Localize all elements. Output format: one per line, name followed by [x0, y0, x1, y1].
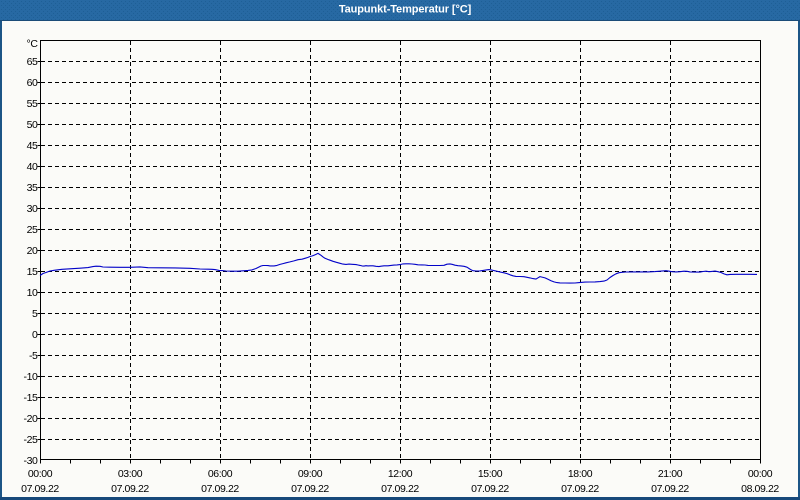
svg-text:07.09.22: 07.09.22 [291, 483, 329, 495]
svg-text:5: 5 [32, 308, 38, 320]
svg-text:09:00: 09:00 [298, 468, 323, 480]
svg-text:-5: -5 [29, 350, 38, 362]
svg-text:-10: -10 [24, 371, 39, 383]
svg-text:30: 30 [27, 203, 38, 215]
svg-text:25: 25 [27, 224, 38, 236]
svg-text:-20: -20 [24, 413, 39, 425]
svg-text:07.09.22: 07.09.22 [201, 483, 239, 495]
svg-text:-25: -25 [24, 434, 39, 446]
svg-text:03:00: 03:00 [118, 468, 143, 480]
svg-text:10: 10 [27, 287, 38, 299]
svg-text:55: 55 [27, 98, 38, 110]
svg-text:50: 50 [27, 119, 38, 131]
svg-text:07.09.22: 07.09.22 [651, 483, 689, 495]
svg-text:21:00: 21:00 [658, 468, 683, 480]
svg-text:35: 35 [27, 182, 38, 194]
svg-text:-15: -15 [24, 392, 39, 404]
svg-text:07.09.22: 07.09.22 [21, 483, 59, 495]
svg-text:15: 15 [27, 266, 38, 278]
svg-text:07.09.22: 07.09.22 [471, 483, 509, 495]
svg-text:07.09.22: 07.09.22 [381, 483, 419, 495]
svg-text:0: 0 [32, 329, 38, 341]
svg-text:18:00: 18:00 [568, 468, 593, 480]
svg-text:°C: °C [27, 38, 39, 50]
svg-text:60: 60 [27, 77, 38, 89]
svg-text:12:00: 12:00 [388, 468, 413, 480]
svg-text:07.09.22: 07.09.22 [561, 483, 599, 495]
svg-text:20: 20 [27, 245, 38, 257]
svg-text:45: 45 [27, 140, 38, 152]
svg-text:00:00: 00:00 [28, 468, 53, 480]
svg-text:-30: -30 [24, 455, 39, 467]
svg-text:00:00: 00:00 [748, 468, 773, 480]
svg-text:Taupunkt-Temperatur [°C]: Taupunkt-Temperatur [°C] [339, 4, 472, 16]
svg-text:15:00: 15:00 [478, 468, 503, 480]
svg-text:65: 65 [27, 56, 38, 68]
svg-text:40: 40 [27, 161, 38, 173]
svg-text:08.09.22: 08.09.22 [741, 483, 779, 495]
svg-text:06:00: 06:00 [208, 468, 233, 480]
svg-text:07.09.22: 07.09.22 [111, 483, 149, 495]
